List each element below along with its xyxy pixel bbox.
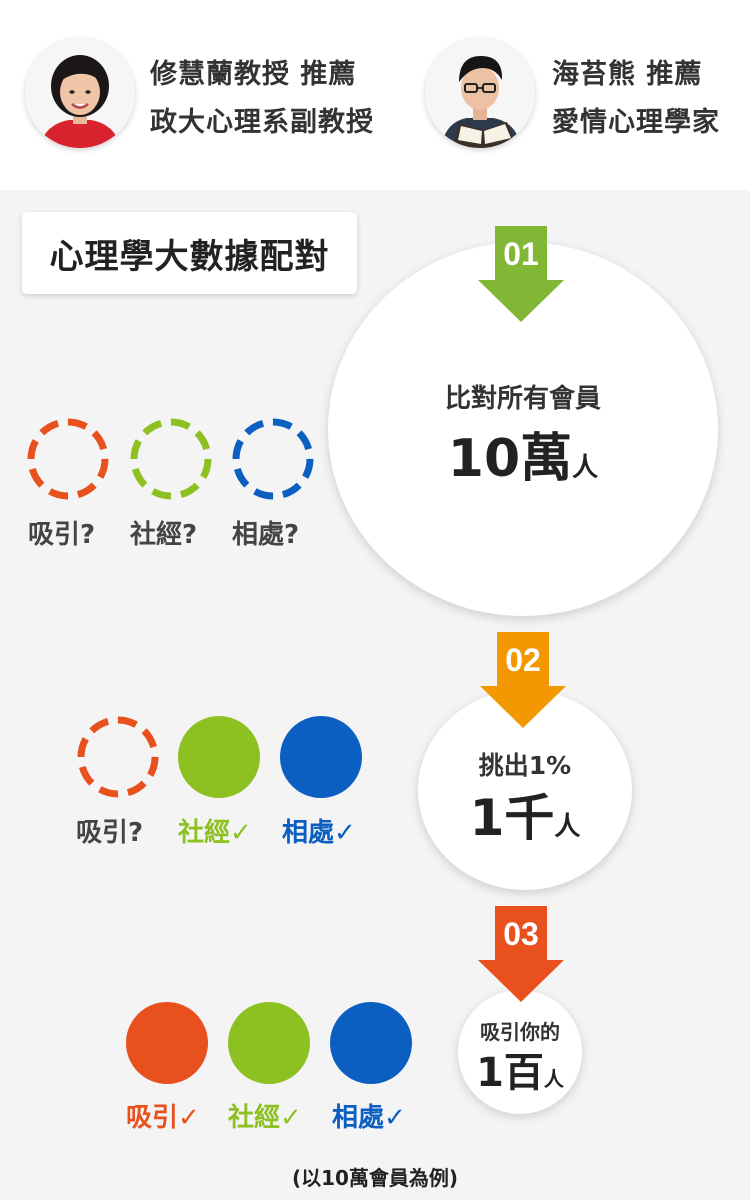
check-icon: ✓ bbox=[334, 818, 356, 848]
step-1-caption: 比對所有會員 bbox=[444, 384, 601, 414]
getting-along-solid-circle-icon bbox=[280, 716, 362, 798]
step-2-count-line: 1千人 bbox=[418, 778, 632, 850]
row-3-getting-along-label: 相處✓ bbox=[332, 1097, 406, 1134]
step-3-unit: 人 bbox=[543, 1067, 564, 1091]
step-3-caption: 吸引你的 bbox=[480, 1020, 560, 1044]
step-1-number: 01 bbox=[503, 236, 539, 272]
matching-title: 心理學大數據配對 bbox=[22, 212, 357, 294]
social-solid-circle-icon bbox=[228, 1002, 310, 1084]
step-3-circle: 吸引你的 1百人 bbox=[458, 990, 582, 1114]
row-2-getting-along-label: 相處✓ bbox=[282, 812, 356, 849]
social-solid-circle-icon bbox=[178, 716, 260, 798]
check-icon: ✓ bbox=[230, 818, 252, 848]
footnote: (以10萬會員為例) bbox=[291, 1166, 459, 1190]
row-1-social-label: 社經? bbox=[130, 520, 198, 550]
step-3-count-line: 1百人 bbox=[458, 1040, 582, 1098]
step-2-unit: 人 bbox=[554, 812, 581, 842]
man-reading-portrait-icon bbox=[425, 38, 535, 148]
step-1-circle: 比對所有會員 10萬人 bbox=[328, 242, 718, 616]
row-2-attraction-label: 吸引? bbox=[76, 818, 144, 848]
step-2-caption: 挑出1% bbox=[478, 751, 572, 780]
step-1-count: 10萬 bbox=[447, 429, 573, 489]
recommenders-header: 修慧蘭教授 推薦 政大心理系副教授 海苔熊 推薦 愛情心理學家 bbox=[0, 0, 750, 190]
check-icon: ✓ bbox=[384, 1103, 406, 1133]
step-1-arrow-badge: 01 bbox=[478, 226, 564, 322]
recommender-1-name: 修慧蘭教授 推薦 bbox=[150, 59, 357, 90]
row-1-getting-along-label: 相處? bbox=[232, 520, 300, 550]
step-2-number: 02 bbox=[505, 642, 541, 678]
down-arrow-icon bbox=[478, 906, 564, 1002]
step-1-count-line: 10萬人 bbox=[328, 416, 718, 491]
step-3-count: 1百 bbox=[476, 1050, 544, 1096]
row-3-social-label: 社經✓ bbox=[228, 1097, 302, 1134]
check-icon: ✓ bbox=[280, 1103, 302, 1133]
attraction-dashed-circle-icon bbox=[27, 418, 109, 500]
row-2-social-label: 社經✓ bbox=[178, 812, 252, 849]
attraction-solid-circle-icon bbox=[126, 1002, 208, 1084]
recommender-1-title: 政大心理系副教授 bbox=[150, 107, 374, 138]
recommender-2-title: 愛情心理學家 bbox=[552, 107, 720, 138]
row-3-getting-along-text: 相處 bbox=[332, 1103, 385, 1133]
woman-portrait-icon bbox=[25, 38, 135, 148]
social-dashed-circle-icon bbox=[130, 418, 212, 500]
row-3-social-text: 社經 bbox=[228, 1103, 281, 1133]
step-3-arrow-badge: 03 bbox=[478, 906, 564, 1002]
row-2-getting-along-text: 相處 bbox=[282, 818, 335, 848]
down-arrow-icon bbox=[480, 632, 566, 728]
recommender-2-name: 海苔熊 推薦 bbox=[552, 59, 703, 90]
row-1-attraction-label: 吸引? bbox=[28, 520, 96, 550]
step-3-number: 03 bbox=[503, 916, 539, 952]
row-3-attraction-text: 吸引 bbox=[126, 1103, 179, 1133]
attraction-dashed-circle-icon bbox=[77, 716, 159, 798]
step-2-count: 1千 bbox=[469, 789, 555, 847]
row-3-attraction-label: 吸引✓ bbox=[126, 1097, 200, 1134]
down-arrow-icon bbox=[478, 226, 564, 322]
step-2-arrow-badge: 02 bbox=[480, 632, 566, 728]
step-1-unit: 人 bbox=[572, 453, 599, 483]
row-2-social-text: 社經 bbox=[178, 818, 231, 848]
getting-along-dashed-circle-icon bbox=[232, 418, 314, 500]
getting-along-solid-circle-icon bbox=[330, 1002, 412, 1084]
check-icon: ✓ bbox=[178, 1103, 200, 1133]
